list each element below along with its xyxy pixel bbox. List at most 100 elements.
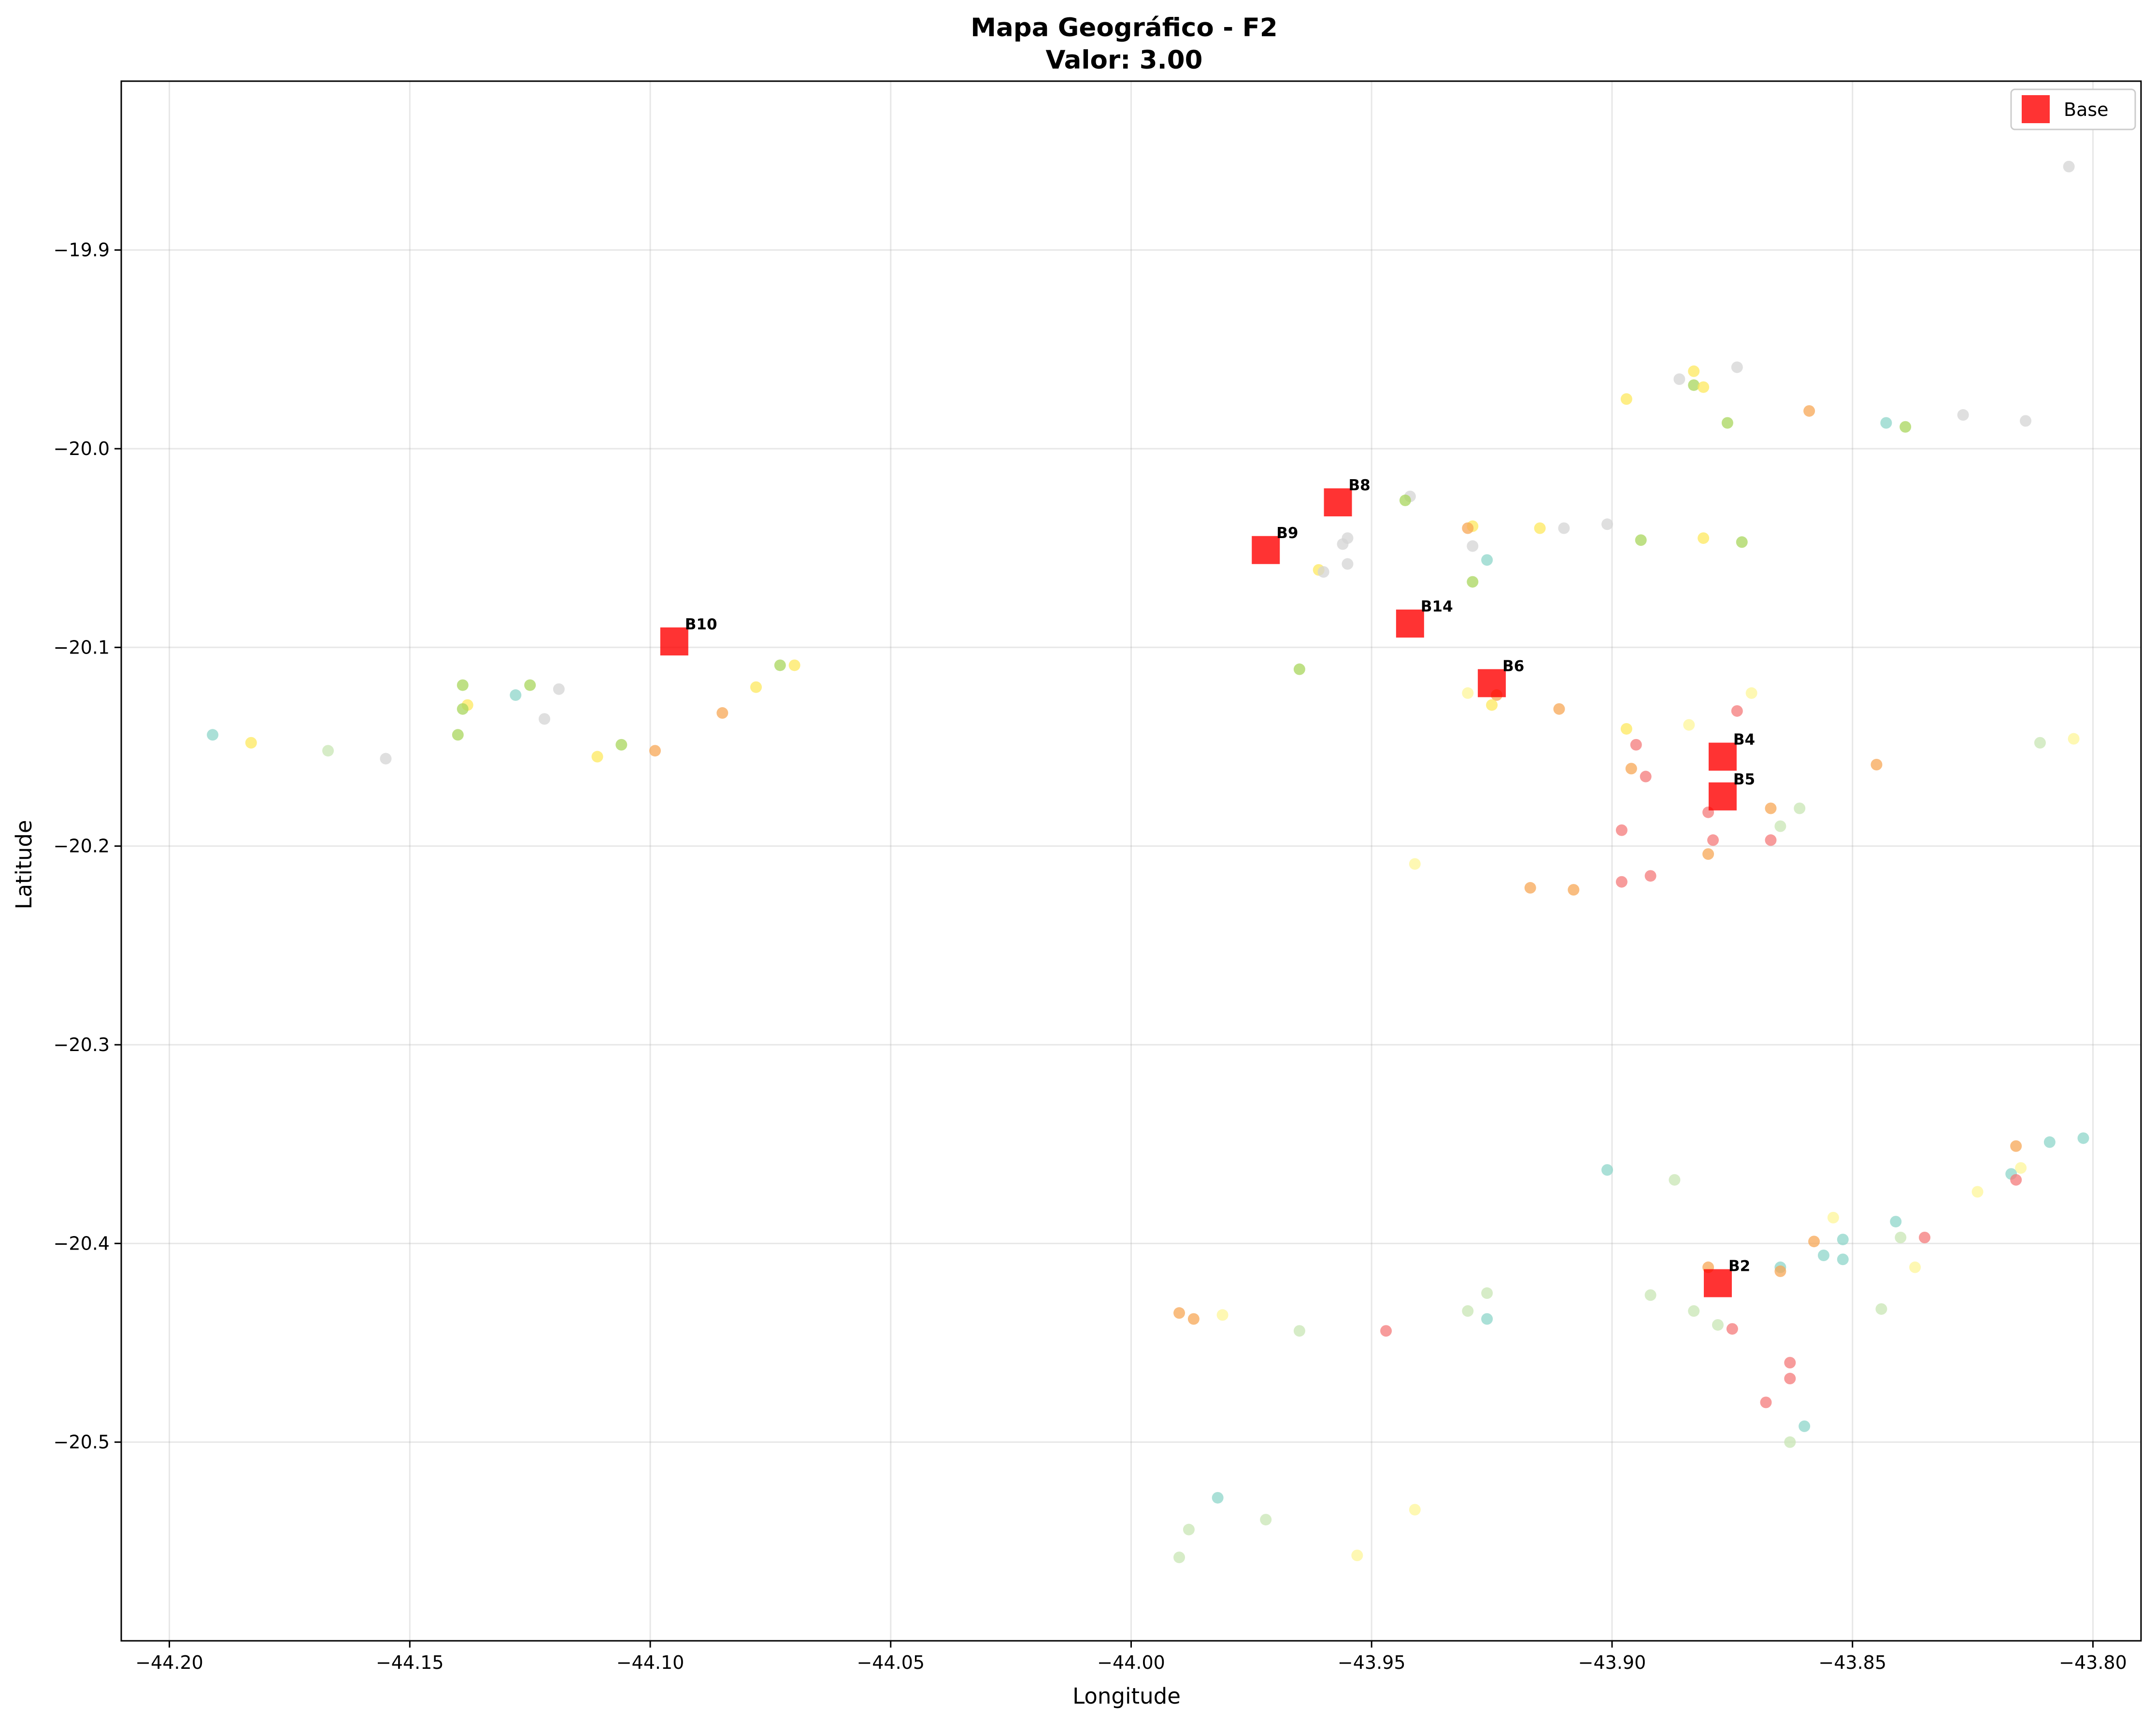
base-label: B9 — [1276, 525, 1298, 542]
data-point — [1702, 848, 1714, 860]
x-tick-label: −43.80 — [2059, 1652, 2127, 1673]
data-point — [1462, 522, 1474, 534]
data-point — [1765, 802, 1777, 814]
data-point — [1173, 1307, 1185, 1319]
data-point — [1760, 1396, 1772, 1408]
base-label: B10 — [685, 616, 717, 633]
data-point — [457, 703, 469, 715]
base-marker — [1708, 782, 1737, 811]
base-label: B8 — [1349, 477, 1371, 494]
data-point — [1803, 405, 1815, 417]
data-point — [1707, 834, 1719, 846]
data-point — [2015, 1162, 2027, 1174]
data-point — [1909, 1261, 1921, 1273]
data-point — [774, 659, 786, 671]
data-point — [524, 679, 536, 691]
base-label: B5 — [1733, 771, 1755, 788]
scatter-points — [207, 160, 2089, 1564]
data-point — [1635, 534, 1647, 546]
data-point — [1895, 1231, 1907, 1243]
data-point — [1558, 522, 1570, 534]
plot-frame — [120, 80, 2142, 1642]
data-point — [1486, 699, 1498, 711]
data-point — [1409, 858, 1421, 870]
y-ticks: −19.9 −20.0 −20.1 −20.2 −20.3 −20.4 −20.5 — [54, 240, 121, 1453]
data-point — [1765, 834, 1777, 846]
data-point — [1774, 820, 1786, 832]
data-point — [510, 689, 522, 701]
data-point — [1899, 421, 1912, 433]
legend-base-marker — [2022, 95, 2050, 123]
data-point — [1467, 576, 1479, 588]
legend: Base — [2010, 88, 2136, 130]
data-point — [1630, 739, 1642, 751]
data-point — [2034, 737, 2046, 749]
x-tick-label: −43.95 — [1338, 1652, 1406, 1673]
data-point — [452, 729, 464, 741]
data-point — [380, 753, 392, 765]
data-point — [1568, 884, 1580, 896]
data-point — [2020, 415, 2032, 427]
data-point — [1837, 1253, 1849, 1266]
data-point — [1799, 1420, 1811, 1432]
data-point — [1784, 1357, 1796, 1369]
data-point — [1669, 1174, 1681, 1186]
data-point — [1688, 365, 1700, 377]
data-point — [1601, 518, 1613, 530]
y-axis-label: Latitude — [11, 820, 37, 909]
data-point — [2010, 1174, 2022, 1186]
data-point — [2043, 1136, 2056, 1148]
data-point — [2063, 160, 2075, 172]
data-point — [1337, 538, 1349, 550]
data-point — [591, 751, 603, 763]
base-label: B4 — [1733, 731, 1755, 749]
chart-subtitle: Valor: 3.00 — [1045, 45, 1202, 75]
data-point — [1293, 1325, 1305, 1337]
data-point — [539, 713, 551, 725]
base-marker — [1324, 488, 1352, 517]
base-marker — [1396, 609, 1424, 638]
data-point — [1553, 703, 1565, 715]
y-tick-label: −20.3 — [54, 1034, 110, 1055]
base-marker — [1708, 742, 1737, 771]
data-point — [1524, 882, 1536, 894]
data-point — [1380, 1325, 1392, 1337]
x-tick-label: −44.00 — [1097, 1652, 1165, 1673]
data-point — [716, 707, 728, 719]
data-point — [1293, 663, 1305, 675]
data-point — [1317, 566, 1329, 578]
x-tick-label: −44.10 — [616, 1652, 685, 1673]
data-point — [1827, 1211, 1839, 1223]
data-point — [1712, 1319, 1724, 1331]
data-point — [1683, 719, 1695, 731]
data-point — [1409, 1504, 1421, 1516]
data-point — [1971, 1186, 1984, 1198]
data-point — [1601, 1164, 1613, 1176]
data-point — [1351, 1550, 1363, 1562]
data-point — [1467, 540, 1479, 552]
data-point — [1774, 1265, 1786, 1277]
data-point — [1808, 1236, 1820, 1248]
data-point — [1260, 1514, 1272, 1526]
x-tick-label: −43.85 — [1818, 1652, 1886, 1673]
x-tick-label: −44.15 — [376, 1652, 444, 1673]
y-tick-label: −20.5 — [54, 1432, 110, 1453]
data-point — [207, 729, 219, 741]
data-point — [245, 737, 257, 749]
data-point — [1784, 1436, 1796, 1448]
x-tick-label: −44.05 — [857, 1652, 925, 1673]
base-label: B2 — [1728, 1258, 1750, 1275]
base-label: B14 — [1421, 598, 1453, 615]
x-ticks: −44.20 −44.15 −44.10 −44.05 −44.00 −43.95 −43.… — [135, 1641, 2127, 1673]
data-point — [553, 683, 565, 695]
data-point — [1481, 1313, 1493, 1325]
y-tick-label: −20.0 — [54, 438, 110, 459]
data-point — [1794, 802, 1806, 814]
data-point — [1919, 1231, 1931, 1243]
data-point — [322, 745, 334, 757]
data-point — [1673, 373, 1685, 385]
x-tick-label: −44.20 — [135, 1652, 203, 1673]
data-point — [1731, 361, 1743, 373]
data-point — [1870, 759, 1883, 771]
